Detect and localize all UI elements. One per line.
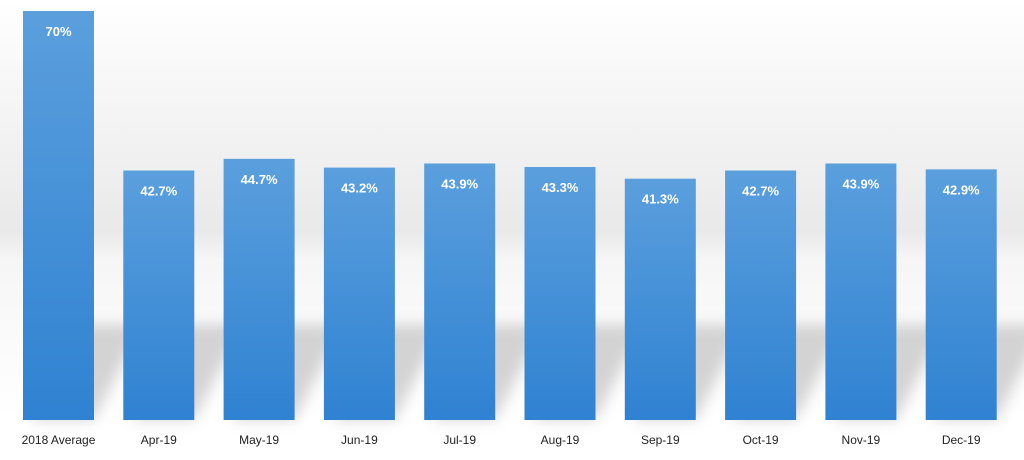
bar-apr-19 <box>123 170 195 420</box>
bar-jun-19 <box>323 167 395 420</box>
data-label-jun-19: 43.2% <box>341 181 378 196</box>
data-label-nov-19: 43.9% <box>842 176 879 191</box>
tick-label-sep-19: Sep-19 <box>641 433 680 447</box>
tick-label-apr-19: Apr-19 <box>141 433 177 447</box>
bar-nov-19 <box>825 163 897 420</box>
tick-label-nov-19: Nov-19 <box>842 433 881 447</box>
bar-dec-19 <box>925 169 997 420</box>
data-label-sep-19: 41.3% <box>642 192 679 207</box>
tick-label-oct-19: Oct-19 <box>743 433 779 447</box>
tick-label-jun-19: Jun-19 <box>341 433 378 447</box>
x-axis-tick-labels: 2018 Average Apr-19 May-19 Jun-19 Jul-19 Aug-… <box>22 433 981 447</box>
data-labels: 70% 42.7% 44.7% 43.2% 43.9% 43.3% 41.3% 42.7% 43… <box>45 24 980 207</box>
data-label-apr-19: 42.7% <box>140 184 177 199</box>
tick-label-jul-19: Jul-19 <box>443 433 476 447</box>
bar-2018-average <box>23 11 94 420</box>
data-label-may-19: 44.7% <box>241 172 278 187</box>
bar-sep-19 <box>624 178 696 420</box>
data-label-oct-19: 42.7% <box>742 184 779 199</box>
bar-oct-19 <box>725 170 797 420</box>
data-label-aug-19: 43.3% <box>542 180 579 195</box>
bar-aug-19 <box>524 167 596 420</box>
data-label-dec-19: 42.9% <box>943 182 980 197</box>
tick-label-2018-average: 2018 Average <box>22 433 96 447</box>
data-label-jul-19: 43.9% <box>441 176 478 191</box>
bar-may-19 <box>223 158 295 420</box>
bars <box>23 11 997 420</box>
bar-jul-19 <box>424 163 496 420</box>
tick-label-may-19: May-19 <box>239 433 279 447</box>
data-label-2018-average: 70% <box>45 24 71 39</box>
tick-label-dec-19: Dec-19 <box>942 433 981 447</box>
tick-label-aug-19: Aug-19 <box>541 433 580 447</box>
